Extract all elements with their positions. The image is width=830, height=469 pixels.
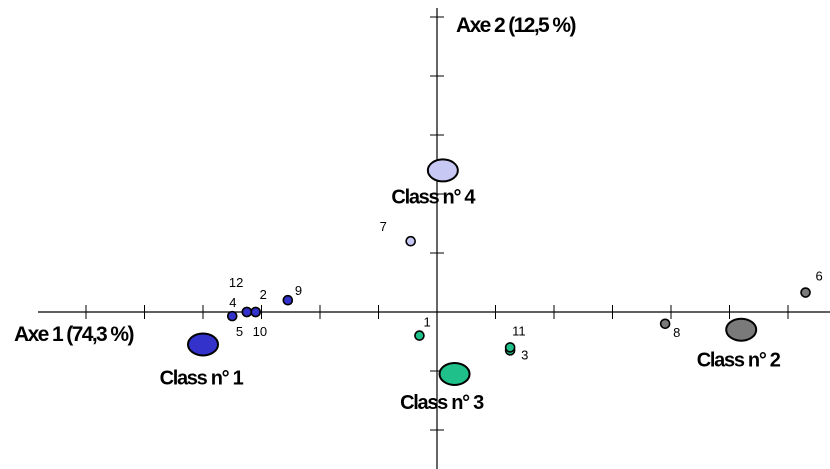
class-label: Class n° 2 [697,350,781,372]
point-label: 2 [260,287,267,302]
point-label: 1 [423,315,430,330]
point-label: 10 [253,324,267,339]
class-centroid [438,361,471,386]
point-label: 5 [236,324,243,339]
data-point [250,306,261,318]
class-label: Class n° 4 [391,186,476,208]
point-label: 6 [816,269,823,284]
point-label: 7 [380,219,387,234]
y-axis-title: Axe 2 (12,5 %) [456,14,575,37]
point-label: 3 [521,347,528,362]
data-point [226,310,238,322]
data-point [405,235,416,247]
data-point [414,330,425,341]
data-point [800,287,811,298]
point-label: 12 [229,275,243,290]
class-label: Class n° 3 [400,392,484,414]
class-centroid [426,158,459,183]
class-centroid [187,332,219,357]
centroid-layer: Class n° 1 Class n° 2 Class n° 3 Class n° 4 [160,158,782,414]
data-point [504,342,516,353]
class-centroid [725,317,758,342]
point-label: 8 [673,325,680,340]
x-axis-title: Axe 1 (74,3 %) [14,323,133,346]
point-label: 11 [512,323,526,338]
point-label: 9 [295,283,302,298]
point-label: 4 [229,295,236,310]
data-point [659,318,671,330]
axes [38,8,830,469]
class-label: Class n° 1 [160,367,244,389]
data-point [241,306,253,318]
data-point [282,294,294,306]
